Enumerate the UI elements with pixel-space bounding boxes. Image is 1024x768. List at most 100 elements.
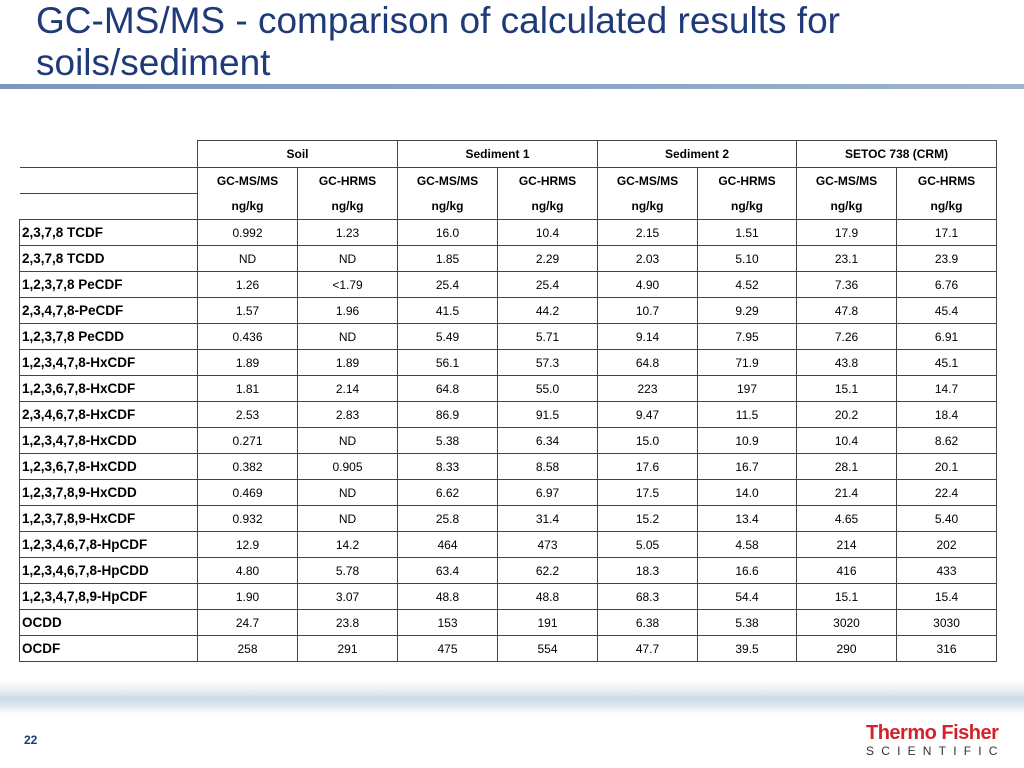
compound-cell: 1,2,3,7,8,9-HxCDF	[19, 505, 198, 532]
value-cell: 10.9	[697, 427, 798, 454]
value-cell: 86.9	[397, 401, 499, 428]
value-cell: 43.8	[796, 349, 898, 376]
compound-cell: OCDD	[19, 609, 198, 636]
value-cell: 14.7	[896, 375, 998, 402]
value-cell: 2.15	[597, 219, 699, 246]
value-cell: 2.53	[197, 401, 298, 428]
corner-cell	[19, 167, 198, 194]
value-cell: 4.65	[796, 505, 898, 532]
method-header: GC-HRMS	[697, 167, 798, 194]
value-cell: 153	[397, 609, 499, 636]
value-cell: 7.36	[796, 271, 898, 298]
value-cell: 23.8	[296, 609, 399, 636]
value-cell: ND	[296, 479, 399, 506]
value-cell: 0.382	[197, 453, 298, 480]
logo-subtitle: SCIENTIFIC	[866, 744, 1005, 758]
value-cell: 20.1	[896, 453, 998, 480]
value-cell: 1.51	[697, 219, 798, 246]
value-cell: 7.26	[796, 323, 898, 350]
value-cell: 0.992	[197, 219, 298, 246]
method-header-row: GC-MS/MS GC-HRMS GC-MS/MS GC-HRMS GC-MS/…	[19, 167, 998, 194]
value-cell: 1.23	[296, 219, 399, 246]
table-row: 1,2,3,7,8 PeCDF 1.26 <1.79 25.4 25.4 4.90 4.52…	[19, 271, 998, 298]
value-cell: 1.85	[397, 245, 499, 272]
value-cell: 45.4	[896, 297, 998, 324]
value-cell: 25.4	[497, 271, 599, 298]
value-cell: 7.95	[697, 323, 798, 350]
group-header-soil: Soil	[196, 140, 399, 168]
value-cell: 5.40	[896, 505, 998, 532]
value-cell: 4.90	[597, 271, 699, 298]
value-cell: 18.3	[597, 557, 699, 584]
value-cell: 0.436	[197, 323, 298, 350]
group-header-sediment-1: Sediment 1	[397, 140, 599, 168]
value-cell: 39.5	[697, 635, 798, 662]
value-cell: 31.4	[497, 505, 599, 532]
value-cell: 2.29	[497, 245, 599, 272]
value-cell: 91.5	[497, 401, 599, 428]
value-cell: 316	[896, 635, 998, 662]
unit-header: ng/kg	[796, 193, 898, 220]
value-cell: 6.97	[497, 479, 599, 506]
table-row: OCDD 24.7 23.8 153 191 6.38 5.38 3020 3030	[19, 609, 998, 636]
logo-wordmark: Thermo Fisher	[866, 722, 999, 744]
value-cell: 4.80	[197, 557, 298, 584]
table-row: 1,2,3,7,8 PeCDD 0.436 ND 5.49 5.71 9.14 7.95 7.…	[19, 323, 998, 350]
value-cell: 17.5	[597, 479, 699, 506]
value-cell: 9.47	[597, 401, 699, 428]
value-cell: 57.3	[497, 349, 599, 376]
value-cell: 14.0	[697, 479, 798, 506]
value-cell: ND	[296, 505, 399, 532]
value-cell: ND	[296, 427, 399, 454]
value-cell: 1.96	[296, 297, 399, 324]
table-body: 2,3,7,8 TCDF 0.992 1.23 16.0 10.4 2.15 1.51 17.…	[19, 219, 998, 662]
value-cell: ND	[296, 323, 399, 350]
value-cell: 15.4	[896, 583, 998, 610]
value-cell: 5.78	[296, 557, 399, 584]
value-cell: 64.8	[397, 375, 499, 402]
value-cell: 14.2	[296, 531, 399, 558]
value-cell: 48.8	[397, 583, 499, 610]
value-cell: 9.14	[597, 323, 699, 350]
results-table: Soil Sediment 1 Sediment 2 SETOC 738 (CR…	[19, 140, 998, 662]
value-cell: 41.5	[397, 297, 499, 324]
value-cell: 24.7	[197, 609, 298, 636]
value-cell: 17.1	[896, 219, 998, 246]
value-cell: 28.1	[796, 453, 898, 480]
unit-header: ng/kg	[896, 193, 998, 220]
value-cell: 56.1	[397, 349, 499, 376]
value-cell: 47.8	[796, 297, 898, 324]
table-row: 1,2,3,7,8,9-HxCDD 0.469 ND 6.62 6.97 17.5 14.0…	[19, 479, 998, 506]
value-cell: 5.38	[697, 609, 798, 636]
value-cell: 1.89	[197, 349, 298, 376]
compound-cell: 1,2,3,4,7,8,9-HpCDF	[19, 583, 198, 610]
compound-cell: 2,3,4,7,8-PeCDF	[19, 297, 198, 324]
title-divider	[0, 84, 1024, 89]
value-cell: 23.1	[796, 245, 898, 272]
compound-cell: 1,2,3,4,6,7,8-HpCDD	[19, 557, 198, 584]
value-cell: 0.271	[197, 427, 298, 454]
page-number: 22	[24, 733, 38, 747]
unit-header: ng/kg	[497, 193, 599, 220]
value-cell: 291	[296, 635, 399, 662]
footer-band	[0, 680, 1024, 714]
value-cell: 68.3	[597, 583, 699, 610]
method-header: GC-MS/MS	[796, 167, 898, 194]
value-cell: 8.33	[397, 453, 499, 480]
corner-cell	[19, 193, 198, 220]
value-cell: 45.1	[896, 349, 998, 376]
value-cell: 25.4	[397, 271, 499, 298]
compound-cell: 1,2,3,6,7,8-HxCDF	[19, 375, 198, 402]
value-cell: 44.2	[497, 297, 599, 324]
compound-cell: 1,2,3,6,7,8-HxCDD	[19, 453, 198, 480]
value-cell: ND	[296, 245, 399, 272]
value-cell: 191	[497, 609, 599, 636]
value-cell: 9.29	[697, 297, 798, 324]
unit-header: ng/kg	[296, 193, 399, 220]
value-cell: 4.58	[697, 531, 798, 558]
compound-cell: 1,2,3,4,7,8-HxCDD	[19, 427, 198, 454]
value-cell: 3020	[796, 609, 898, 636]
value-cell: 4.52	[697, 271, 798, 298]
value-cell: 2.03	[597, 245, 699, 272]
method-header: GC-HRMS	[296, 167, 399, 194]
